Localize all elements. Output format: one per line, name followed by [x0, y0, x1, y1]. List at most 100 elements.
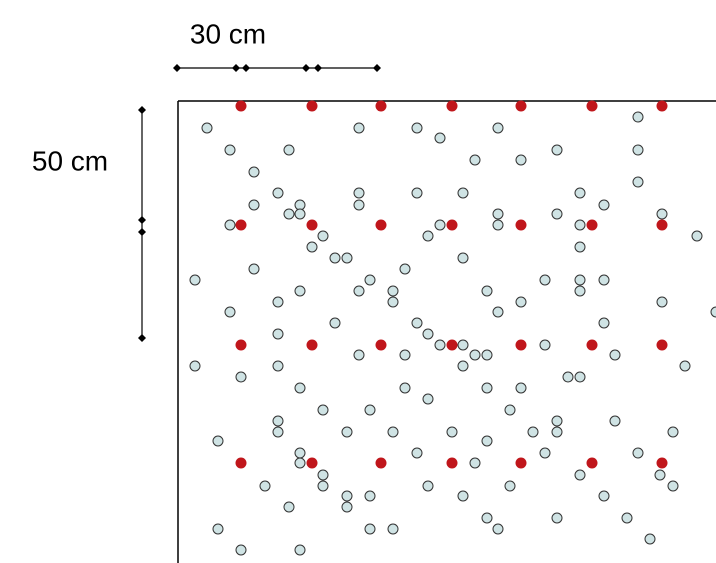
plant: [272, 187, 284, 199]
plant: [457, 252, 469, 264]
plant: [539, 447, 551, 459]
plant: [272, 426, 284, 438]
grid-point: [586, 100, 598, 112]
plant: [667, 426, 679, 438]
plant: [598, 274, 610, 286]
plant: [551, 208, 563, 220]
plant: [656, 296, 668, 308]
plant: [399, 349, 411, 361]
plant: [341, 426, 353, 438]
plant: [248, 166, 260, 178]
grid-point: [656, 457, 668, 469]
grid-point: [586, 339, 598, 351]
plant: [248, 263, 260, 275]
plant: [353, 122, 365, 134]
plant: [294, 457, 306, 469]
plant: [201, 122, 213, 134]
plant: [341, 252, 353, 264]
grid-point: [306, 457, 318, 469]
plant: [341, 490, 353, 502]
grid-point: [446, 219, 458, 231]
plant: [248, 199, 260, 211]
dimension-tick: [232, 64, 240, 72]
grid-point: [306, 100, 318, 112]
plant: [515, 382, 527, 394]
plant: [574, 274, 586, 286]
plant: [353, 349, 365, 361]
plant: [387, 523, 399, 535]
plant: [283, 208, 295, 220]
plant: [644, 533, 656, 545]
plant: [710, 306, 716, 318]
plant: [469, 457, 481, 469]
plant: [504, 404, 516, 416]
grid-point: [515, 100, 527, 112]
plant: [598, 199, 610, 211]
plant: [224, 306, 236, 318]
plant: [609, 349, 621, 361]
dimension-tick: [173, 64, 181, 72]
grid-point: [446, 457, 458, 469]
plant: [492, 306, 504, 318]
plant: [481, 285, 493, 297]
plant: [667, 480, 679, 492]
plant: [189, 360, 201, 372]
plant: [492, 208, 504, 220]
dimension-tick: [138, 228, 146, 236]
plant: [224, 144, 236, 156]
grid-point: [306, 339, 318, 351]
plant: [387, 296, 399, 308]
horizontal-spacing-label: 30 cm: [190, 18, 266, 49]
plant: [574, 187, 586, 199]
plant: [399, 263, 411, 275]
plant: [492, 523, 504, 535]
grid-point: [515, 457, 527, 469]
plant: [457, 360, 469, 372]
plant: [364, 274, 376, 286]
plant: [422, 480, 434, 492]
plant: [422, 230, 434, 242]
grid-point: [375, 339, 387, 351]
plant: [364, 523, 376, 535]
plant: [212, 435, 224, 447]
plant: [387, 426, 399, 438]
plant: [434, 132, 446, 144]
plant: [457, 187, 469, 199]
grid-point: [656, 100, 668, 112]
dimension-tick: [138, 216, 146, 224]
grid-point: [235, 339, 247, 351]
grid-point: [235, 457, 247, 469]
grid-point: [375, 100, 387, 112]
plant: [539, 339, 551, 351]
grid-point: [656, 219, 668, 231]
plant: [224, 219, 236, 231]
plant: [364, 404, 376, 416]
grid-point: [515, 219, 527, 231]
plant: [235, 371, 247, 383]
plant: [481, 512, 493, 524]
plant: [632, 447, 644, 459]
plant: [306, 241, 318, 253]
plant: [422, 393, 434, 405]
plant: [259, 480, 271, 492]
plant: [353, 199, 365, 211]
plant: [691, 230, 703, 242]
plant: [294, 285, 306, 297]
plants: [189, 111, 716, 556]
dimension-tick: [373, 64, 381, 72]
plant: [434, 339, 446, 351]
plant: [621, 512, 633, 524]
plant: [551, 512, 563, 524]
plant: [481, 435, 493, 447]
grid-point: [586, 457, 598, 469]
grid-points: [235, 100, 668, 469]
plant: [457, 490, 469, 502]
plant: [574, 241, 586, 253]
plant: [515, 154, 527, 166]
plant: [411, 317, 423, 329]
plant: [329, 317, 341, 329]
plant: [551, 415, 563, 427]
grid-point: [515, 339, 527, 351]
grid-point: [306, 219, 318, 231]
